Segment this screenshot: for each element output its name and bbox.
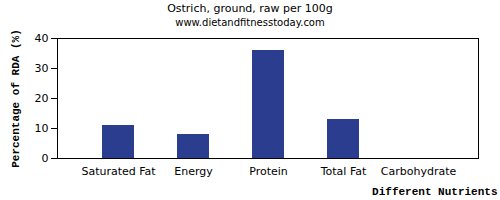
svg-text:Different Nutrients: Different Nutrients [372, 186, 497, 198]
svg-text:0: 0 [42, 152, 49, 165]
svg-text:10: 10 [35, 122, 49, 135]
svg-text:20: 20 [35, 92, 49, 105]
svg-text:Protein: Protein [249, 165, 288, 178]
svg-text:Percentage of RDA (%): Percentage of RDA (%) [10, 30, 22, 168]
svg-text:Energy: Energy [174, 165, 213, 178]
svg-text:Total Fat: Total Fat [320, 165, 367, 178]
svg-text:30: 30 [35, 62, 49, 75]
svg-text:Carbohydrate: Carbohydrate [381, 165, 457, 178]
html-text:www.dietandfitnesstoday.com: www.dietandfitnesstoday.com [175, 17, 325, 28]
svg-text:40: 40 [35, 32, 49, 45]
html-text:Ostrich, ground, raw per 100g: Ostrich, ground, raw per 100g [167, 2, 333, 15]
svg-text:Saturated Fat: Saturated Fat [81, 165, 156, 178]
